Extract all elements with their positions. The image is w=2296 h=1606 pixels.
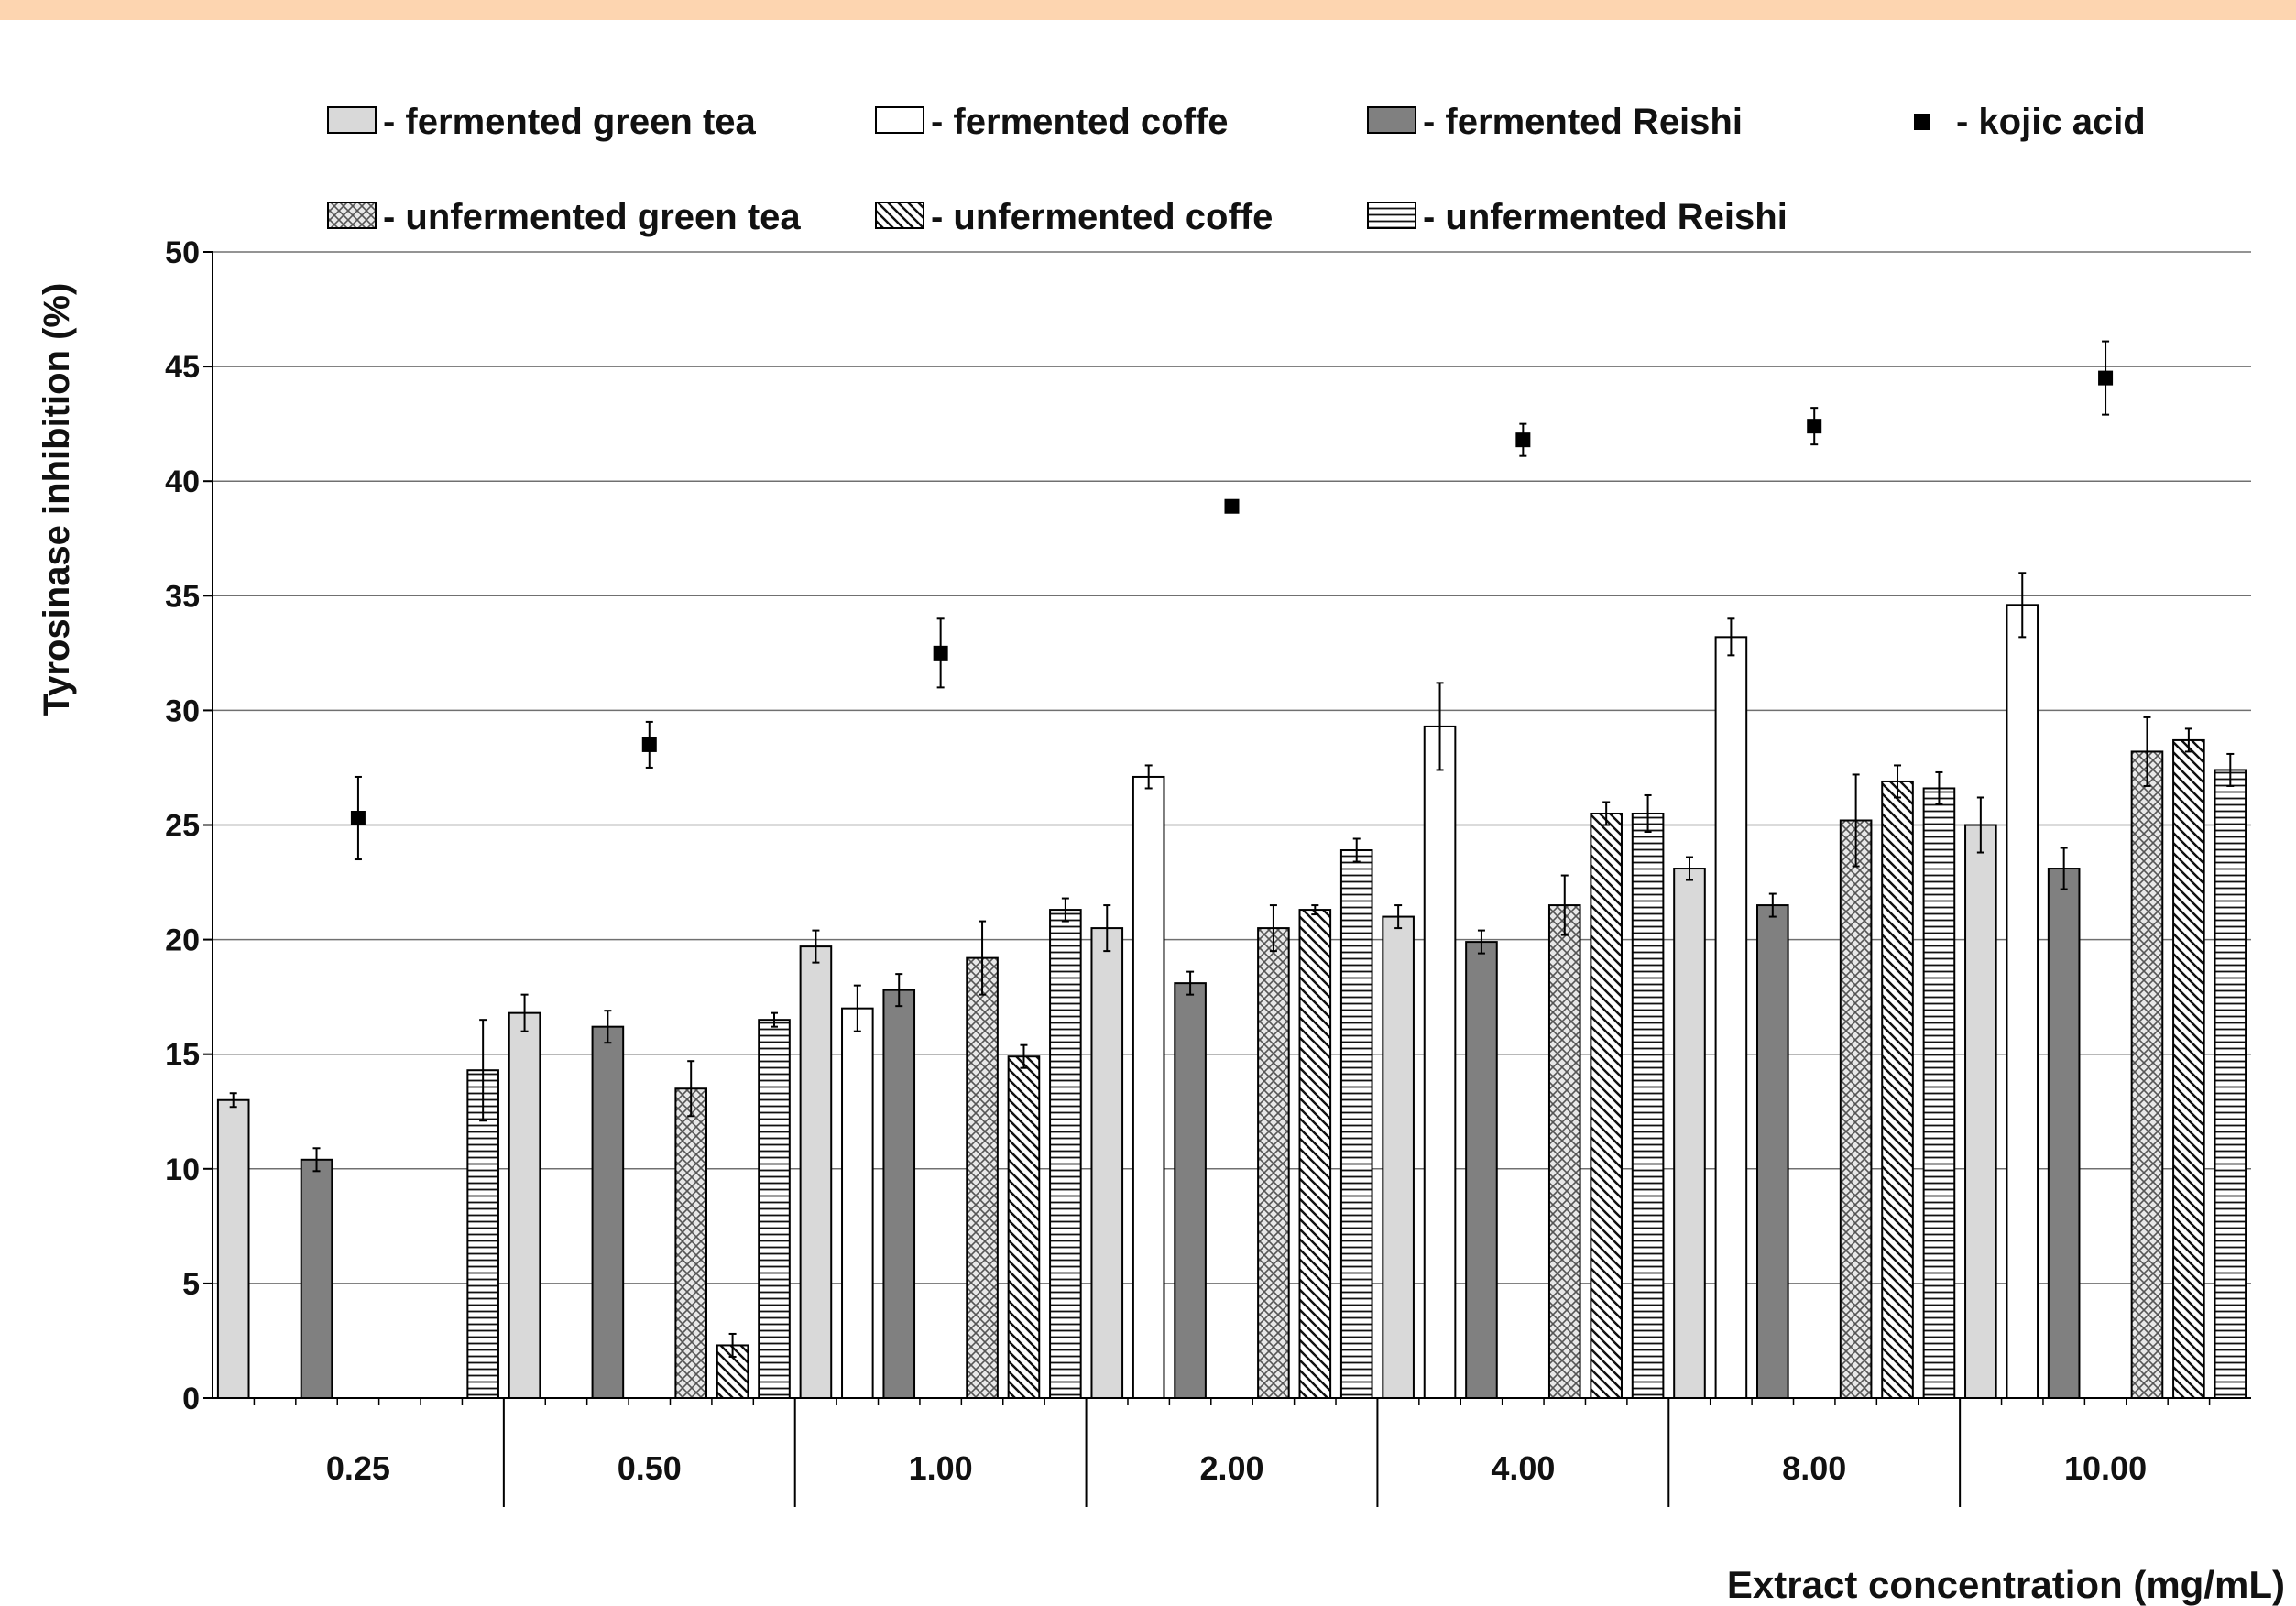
- x-tick-label: 0.25: [326, 1449, 390, 1487]
- bar: [1631, 812, 1665, 1399]
- y-tick-label: 15: [165, 1038, 200, 1073]
- bar: [1132, 775, 1165, 1399]
- bar: [1964, 824, 1997, 1399]
- bar: [466, 1069, 499, 1399]
- bar: [1673, 868, 1706, 1399]
- legend-label: - unfermented coffe: [931, 197, 1273, 237]
- legend-marker: [1914, 114, 1930, 130]
- legend-swatch: [327, 106, 377, 134]
- y-axis-label: Tyrosinase inhibition (%): [37, 283, 77, 716]
- y-tick-label: 10: [165, 1153, 200, 1187]
- bar: [508, 1011, 541, 1399]
- y-tick-label: 35: [165, 579, 200, 614]
- bar: [882, 989, 916, 1400]
- y-tick-label: 0: [182, 1382, 200, 1416]
- bar: [2172, 738, 2205, 1399]
- legend-label: - unfermented green tea: [383, 197, 801, 237]
- top-color-band: [0, 0, 2296, 20]
- kojic-acid-marker: [1224, 498, 1240, 514]
- y-tick-label: 5: [182, 1267, 200, 1302]
- legend-swatch: [1367, 202, 1416, 229]
- bar: [1174, 982, 1207, 1399]
- bar: [1922, 787, 1956, 1399]
- bar: [2006, 604, 2039, 1399]
- bar: [1881, 780, 1914, 1399]
- legend: - fermented green tea - fermented coffe - …: [327, 102, 2146, 237]
- kojic-acid-marker: [2098, 370, 2114, 386]
- y-tick-label: 50: [165, 235, 200, 270]
- bar: [1590, 812, 1623, 1399]
- kojic-acid-marker: [641, 737, 657, 752]
- bar: [2047, 868, 2081, 1399]
- bar: [1090, 927, 1124, 1399]
- kojic-acid-marker: [350, 810, 366, 825]
- bar: [1382, 915, 1415, 1399]
- x-tick-label: 4.00: [1491, 1449, 1555, 1487]
- bar: [1257, 927, 1290, 1399]
- bar: [1007, 1055, 1041, 1400]
- y-tick-label: 30: [165, 694, 200, 728]
- bar: [1339, 849, 1373, 1399]
- bar: [758, 1019, 791, 1400]
- bar: [1423, 725, 1457, 1399]
- legend-label: - fermented coffe: [931, 102, 1229, 142]
- bar: [300, 1158, 333, 1399]
- legend-label: - fermented Reishi: [1423, 102, 1743, 142]
- x-tick-label: 0.50: [618, 1449, 682, 1487]
- legend-swatch: [1367, 106, 1416, 134]
- legend-label: - unfermented Reishi: [1423, 197, 1788, 237]
- x-tick-label: 8.00: [1782, 1449, 1846, 1487]
- bar: [216, 1098, 250, 1399]
- bar: [799, 945, 833, 1399]
- bar: [1049, 909, 1082, 1399]
- y-tick-label: 40: [165, 464, 200, 499]
- bar: [1714, 636, 1748, 1399]
- x-tick-label: 1.00: [909, 1449, 973, 1487]
- kojic-acid-marker: [933, 645, 948, 661]
- kojic-acid-marker: [1515, 432, 1531, 448]
- bar: [841, 1007, 874, 1400]
- y-tick-label: 45: [165, 350, 200, 385]
- legend-swatch: [875, 106, 924, 134]
- bars: [216, 340, 2247, 1400]
- x-tick-label: 10.00: [2064, 1449, 2147, 1487]
- bar: [966, 956, 999, 1399]
- bar: [674, 1087, 707, 1399]
- bar: [2130, 750, 2164, 1399]
- bar: [591, 1025, 625, 1400]
- legend-label: - fermented green tea: [383, 102, 757, 142]
- y-tick-label: 20: [165, 923, 200, 958]
- bar: [1547, 904, 1581, 1399]
- legend-swatch: [875, 202, 924, 229]
- x-axis-label: Extract concentration (mg/mL): [1727, 1563, 2285, 1606]
- kojic-acid-marker: [1807, 419, 1822, 434]
- legend-swatch: [327, 202, 377, 229]
- bar: [1839, 819, 1873, 1399]
- bar: [1298, 909, 1332, 1399]
- bar: [1465, 941, 1498, 1400]
- y-tick-label: 25: [165, 809, 200, 844]
- legend-label: - kojic acid: [1956, 102, 2146, 142]
- bar: [2214, 769, 2247, 1399]
- x-tick-label: 2.00: [1199, 1449, 1263, 1487]
- axes: 0 5 10 15 20 25 30 35 40 45 50 0.25 0.50 1.00 2.00 4.00…: [165, 235, 2251, 1507]
- bar: [1756, 904, 1789, 1399]
